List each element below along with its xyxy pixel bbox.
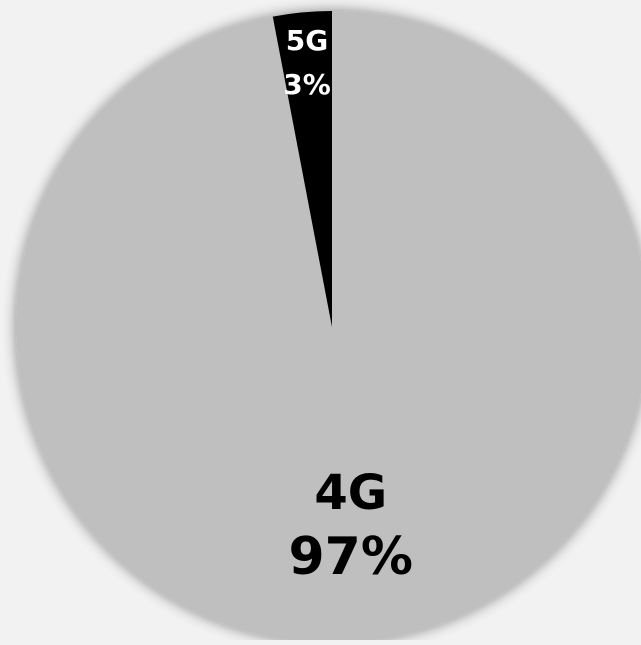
slice-value-label-4g: 97% bbox=[289, 527, 413, 587]
slice-category-label-5g: 5G bbox=[286, 24, 328, 57]
slice-value-label-5g: 3% bbox=[283, 68, 331, 101]
slice-category-label-4g: 4G bbox=[314, 465, 387, 521]
pie-slice-4g bbox=[16, 11, 641, 643]
pie-slice-5g bbox=[272, 11, 332, 327]
pie-slices bbox=[16, 11, 641, 643]
pie-labels: 4G 97% 5G 3% bbox=[283, 24, 413, 587]
